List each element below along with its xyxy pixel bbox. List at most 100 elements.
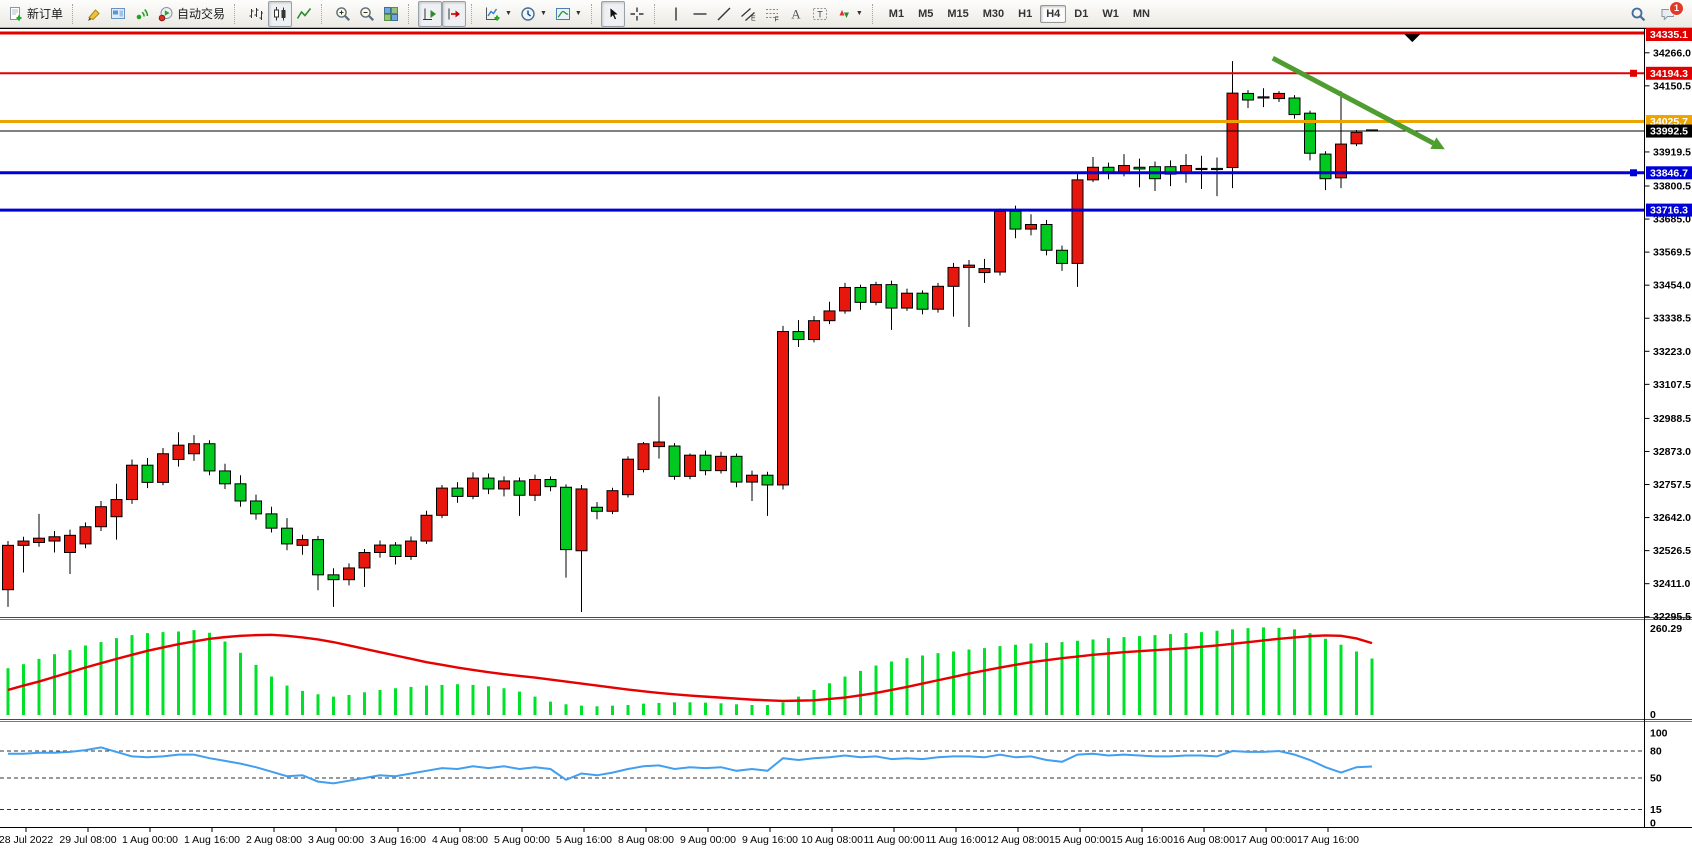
dropdown-caret-icon[interactable]: ▼ xyxy=(539,10,547,17)
toolbar-separator xyxy=(72,3,79,24)
trend-arrow-line[interactable] xyxy=(1271,56,1435,146)
candle-body xyxy=(1118,165,1130,173)
timeframe-m15-button[interactable]: M15 xyxy=(947,7,969,20)
timeframe-mn-button[interactable]: MN xyxy=(1132,7,1150,20)
signal-button[interactable] xyxy=(130,1,154,27)
candle xyxy=(1242,89,1254,109)
chart-shift-icon xyxy=(448,8,461,19)
candle xyxy=(250,494,262,520)
new-order-button-label: 新订单 xyxy=(27,7,64,21)
candle xyxy=(947,262,960,317)
candle xyxy=(281,518,293,551)
timeframe-h4-button[interactable]: H4 xyxy=(1040,4,1067,23)
layouts-button[interactable] xyxy=(106,1,130,27)
timeframe-h1-button[interactable]: H1 xyxy=(1018,7,1033,20)
time-tick-label: 3 Aug 16:00 xyxy=(370,834,426,846)
vline-button[interactable] xyxy=(664,1,688,27)
fibonacci-icon: F xyxy=(765,8,779,22)
candle xyxy=(870,281,882,306)
channel-button[interactable]: E xyxy=(736,1,760,27)
layouts-icon xyxy=(111,7,126,19)
tile-windows-button[interactable] xyxy=(379,1,403,27)
search-button[interactable] xyxy=(1626,1,1650,27)
candle xyxy=(1304,110,1316,161)
candle-body xyxy=(1335,143,1347,179)
candle xyxy=(405,536,417,560)
price-chart-canvas[interactable]: 34266.034150.533919.533800.533685.033569… xyxy=(0,28,1692,851)
fibonacci-button[interactable]: F xyxy=(760,1,784,27)
indicators-button[interactable]: ▼ xyxy=(481,1,516,27)
candle-body xyxy=(684,454,696,477)
toolbar-separator xyxy=(653,3,661,24)
candle-body xyxy=(761,474,774,486)
timeframe-m5-button[interactable]: M5 xyxy=(918,7,934,20)
candle-body xyxy=(823,310,836,322)
candle-body xyxy=(219,470,231,485)
highlighter-button[interactable] xyxy=(82,1,106,27)
new-order-icon xyxy=(10,6,22,20)
candle-body xyxy=(188,443,200,455)
bar-chart-button[interactable] xyxy=(244,1,268,27)
hline-button[interactable] xyxy=(688,1,712,27)
candle-body xyxy=(1211,167,1223,171)
cursor-button[interactable] xyxy=(600,0,625,27)
notifications-button[interactable]: 1 xyxy=(1656,0,1684,27)
timeframe-m30-button[interactable]: M30 xyxy=(982,7,1005,20)
price-tick-label: 32295.5 xyxy=(1653,611,1691,623)
candle-body xyxy=(33,537,45,543)
svg-text:A: A xyxy=(791,6,801,21)
candle-body xyxy=(296,539,309,546)
shapes-icon xyxy=(839,9,849,18)
trendline-button[interactable] xyxy=(712,1,736,27)
timeframe-m1-button[interactable]: M1 xyxy=(888,7,905,20)
time-tick-label: 1 Aug 00:00 xyxy=(122,834,178,846)
price-tick-label: 32757.5 xyxy=(1653,479,1691,491)
chart-window[interactable]: ▼DJ30-,H4 33996.5 33996.5 33992.5 33992.… xyxy=(0,28,1692,851)
level-line-handle[interactable] xyxy=(1630,169,1637,177)
zoom-in-button[interactable] xyxy=(331,1,355,27)
candle-body xyxy=(1102,166,1115,173)
indicators-icon xyxy=(486,7,500,20)
trend-arrow-head[interactable] xyxy=(1430,137,1445,150)
timeframe-d1-button[interactable]: D1 xyxy=(1074,7,1089,20)
level-line-handle[interactable] xyxy=(1630,69,1637,77)
candle xyxy=(916,290,929,315)
dropdown-caret-icon[interactable]: ▼ xyxy=(574,10,582,17)
candle-body xyxy=(901,292,913,309)
candle-body xyxy=(110,499,123,518)
zoom-out-button[interactable] xyxy=(355,1,379,27)
auto-scroll-button[interactable] xyxy=(418,0,443,27)
price-tick-label: 33338.5 xyxy=(1653,313,1691,325)
crosshair-button[interactable] xyxy=(625,1,649,27)
candle xyxy=(172,432,185,467)
label-icon: T xyxy=(812,7,827,20)
candle xyxy=(730,453,743,488)
periods-button[interactable]: ▼ xyxy=(516,1,551,27)
new-order-button[interactable]: 新订单 xyxy=(4,1,67,27)
label-button[interactable]: T xyxy=(808,1,832,27)
price-tick-label: 32988.5 xyxy=(1653,413,1691,425)
candle-body xyxy=(653,441,665,448)
chart-shift-button[interactable] xyxy=(442,0,467,27)
shapes-button[interactable]: ▼ xyxy=(832,1,867,27)
dropdown-caret-icon[interactable]: ▼ xyxy=(855,10,863,17)
candle-body xyxy=(141,464,154,483)
time-axis[interactable]: 28 Jul 2022 29 Jul 08:00 1 Aug 00:00 1 Aug … xyxy=(0,827,1359,847)
templates-button[interactable]: ▼ xyxy=(551,1,586,27)
dropdown-caret-icon[interactable]: ▼ xyxy=(505,10,512,17)
candle-body xyxy=(467,477,479,497)
candlestick-button[interactable] xyxy=(268,0,293,27)
candle-body xyxy=(79,526,92,545)
price-tick-label: 34150.5 xyxy=(1653,80,1691,92)
candle-body xyxy=(870,284,882,303)
text-button[interactable]: A xyxy=(784,1,808,27)
candle-body xyxy=(327,574,340,581)
autotrading-button[interactable]: 自动交易 xyxy=(154,1,229,27)
timeframe-w1-button[interactable]: W1 xyxy=(1102,7,1119,20)
candle xyxy=(668,443,681,480)
price-badge-label: 33716.3 xyxy=(1650,205,1688,217)
candle xyxy=(327,568,340,607)
down-triangle-marker[interactable] xyxy=(1404,34,1421,43)
line-chart-button[interactable] xyxy=(292,1,316,27)
candle-body xyxy=(358,551,371,569)
